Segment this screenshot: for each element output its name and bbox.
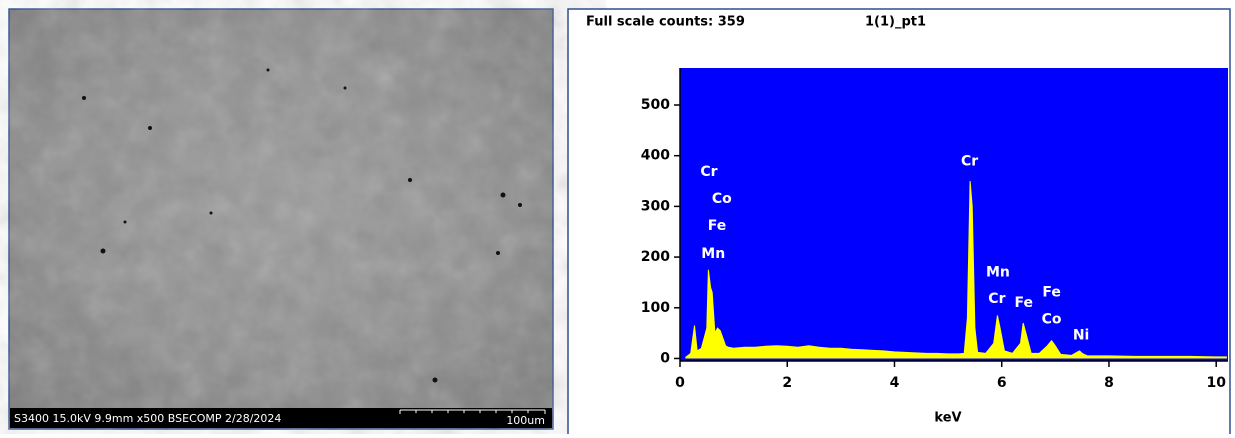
peak-label: Mn: [986, 264, 1010, 280]
peak-label: Mn: [701, 246, 725, 262]
y-tick-label: 0: [660, 350, 670, 366]
micrograph: S3400 15.0kV 9.9mm x500 BSECOMP 2/28/202…: [8, 8, 554, 430]
y-tick-label: 400: [641, 148, 670, 164]
x-tick-label: 6: [997, 375, 1007, 391]
header: Full scale counts: 359: [586, 15, 745, 30]
peak-label: Fe: [708, 218, 727, 234]
spectrum-name: 1(1)_pt1: [865, 15, 926, 30]
peak-label: Fe: [1042, 285, 1061, 301]
peak-label: Co: [1042, 311, 1062, 327]
peak-label: Ni: [1073, 328, 1090, 344]
peak-label: Cr: [961, 153, 978, 169]
x-tick-label: 8: [1104, 375, 1114, 391]
x-tick-label: 4: [890, 375, 900, 391]
spectrum-line: [685, 180, 1227, 358]
scale-bar: [399, 409, 546, 414]
plot-area: [680, 68, 1228, 361]
pores: [82, 68, 522, 383]
y-tick-label: 300: [641, 198, 670, 214]
peak-label: Cr: [700, 164, 717, 180]
x-tick-label: 2: [782, 375, 792, 391]
peak-label: Fe: [1014, 295, 1033, 311]
x-tick-label: 10: [1206, 375, 1226, 391]
sem-info: S3400 15.0kV 9.9mm x500 BSECOMP 2/28/202…: [14, 412, 281, 425]
y-tick-label: 500: [641, 97, 670, 113]
y-tick-label: 200: [641, 249, 670, 265]
scale-label: 100um: [506, 414, 545, 427]
x-axis-label: keV: [934, 411, 961, 426]
peak-label: Cr: [988, 291, 1005, 307]
y-tick-label: 100: [641, 300, 670, 316]
sem-texture: [10, 10, 552, 408]
x-tick-label: 0: [675, 375, 685, 391]
peak-label: Co: [712, 191, 732, 207]
